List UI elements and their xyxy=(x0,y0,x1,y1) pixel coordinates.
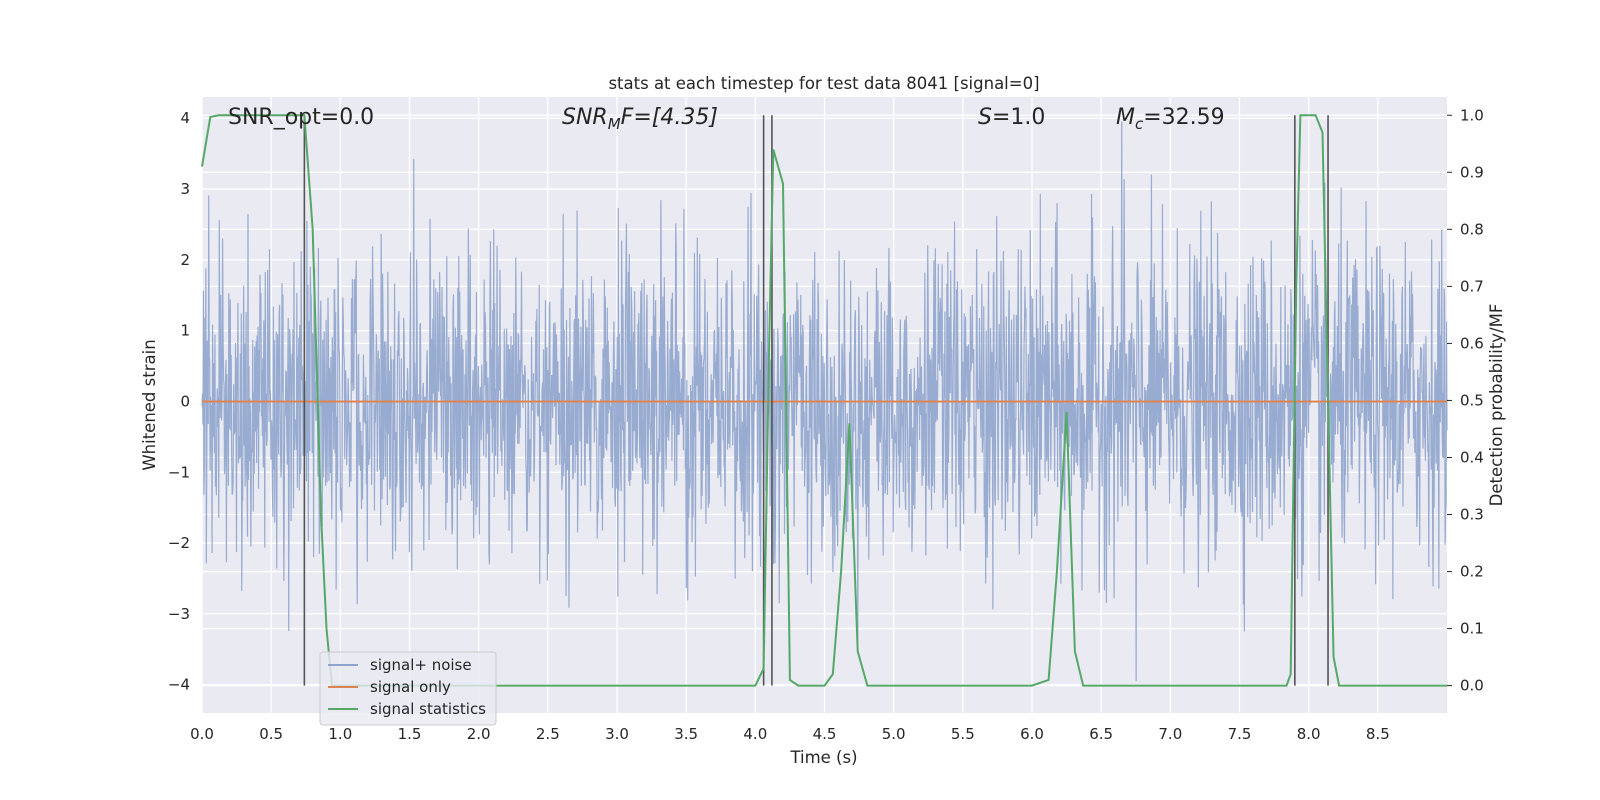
legend-label-signal-statistics: signal statistics xyxy=(370,700,486,718)
legend-label-signal-noise: signal+ noise xyxy=(370,656,472,674)
annotation-mc: Mc=32.59 xyxy=(1116,105,1225,133)
x-tick-label: 3.5 xyxy=(674,725,698,743)
y2-tick-label: 0.4 xyxy=(1460,448,1484,466)
y-axis-label: Whitened strain xyxy=(140,339,159,470)
signal-noise-line xyxy=(201,121,1448,682)
x-ticks: 0.0 0.5 1.0 1.5 2.0 2.5 3.0 3.5 4.0 4.5 5.0 5.5 6.0 6… xyxy=(190,725,1390,743)
y2-tick-label: 0.2 xyxy=(1460,563,1484,581)
x-tick-label: 7.5 xyxy=(1228,725,1252,743)
x-tick-label: 0.5 xyxy=(259,725,283,743)
series-signal-statistics xyxy=(201,114,1447,687)
legend: signal+ noise signal only signal statist… xyxy=(319,651,497,726)
y2-tick-label: 0.9 xyxy=(1460,163,1484,181)
y-tick-label: 4 xyxy=(180,109,190,127)
x-tick-label: 1.5 xyxy=(398,725,422,743)
y2-tick-label: 0.0 xyxy=(1460,677,1484,695)
annotation-mc-symbol: M xyxy=(1116,105,1135,130)
y2-tick-label: 0.8 xyxy=(1460,220,1484,238)
x-tick-label: 8.5 xyxy=(1366,725,1390,743)
annotation-s-symbol: S xyxy=(978,105,992,130)
y2-tick-label: 0.7 xyxy=(1460,277,1484,295)
x-tick-label: 8.0 xyxy=(1297,725,1321,743)
signal-statistics-line xyxy=(201,114,1447,687)
chart-title: stats at each timestep for test data 804… xyxy=(608,74,1039,93)
x-tick-label: 2.0 xyxy=(467,725,491,743)
x-axis-label: Time (s) xyxy=(789,748,857,767)
y2-tick-label: 0.3 xyxy=(1460,506,1484,524)
x-tick-label: 3.0 xyxy=(605,725,629,743)
x-tick-label: 5.5 xyxy=(951,725,975,743)
legend-box xyxy=(319,651,497,726)
x-tick-label: 0.0 xyxy=(190,725,214,743)
y-tick-label: 1 xyxy=(180,322,190,340)
y2-ticks: 0.0 0.1 0.2 0.3 0.4 0.5 0.6 0.7 0.8 0.9 1.0 xyxy=(1447,106,1484,695)
y2-tick-label: 0.5 xyxy=(1460,391,1484,409)
annotation-snr-mf-subscript: M xyxy=(608,115,621,133)
x-tick-label: 6.5 xyxy=(1089,725,1113,743)
x-tick-label: 1.0 xyxy=(328,725,352,743)
y-tick-label: 2 xyxy=(180,251,190,269)
annotation-snr-mf: SNRMF=[4.35] xyxy=(562,105,718,133)
annotation-s-value: =1.0 xyxy=(992,105,1045,130)
y2-tick-label: 0.6 xyxy=(1460,334,1484,352)
x-tick-label: 6.0 xyxy=(1020,725,1044,743)
annotation-snr-mf-value: F=[4.35] xyxy=(621,105,718,130)
annotation-mc-subscript: c xyxy=(1135,115,1144,133)
x-tick-label: 4.5 xyxy=(813,725,837,743)
y2-tick-label: 1.0 xyxy=(1460,106,1484,124)
annotation-snr-mf-symbol: SNR xyxy=(562,105,608,130)
x-tick-label: 7.0 xyxy=(1158,725,1182,743)
series-signal-noise xyxy=(201,121,1448,682)
annotation-mc-value: =32.59 xyxy=(1143,105,1224,130)
annotation-snr-opt: SNR_opt=0.0 xyxy=(228,105,374,130)
y-ticks: −4 −3 −2 −1 0 1 2 3 4 xyxy=(168,109,190,693)
y2-axis-label: Detection probability/MF xyxy=(1487,304,1506,507)
legend-label-signal-only: signal only xyxy=(370,678,451,696)
y-tick-label: −1 xyxy=(168,463,190,481)
y2-tick-label: 0.1 xyxy=(1460,620,1484,638)
y-tick-label: −4 xyxy=(168,676,190,694)
y-tick-label: −3 xyxy=(168,605,190,623)
y-tick-label: −2 xyxy=(168,534,190,552)
x-tick-label: 5.0 xyxy=(882,725,906,743)
y-tick-label: 3 xyxy=(180,180,190,198)
x-tick-label: 4.0 xyxy=(743,725,767,743)
y-tick-label: 0 xyxy=(180,392,190,410)
annotation-s: S=1.0 xyxy=(978,105,1045,130)
x-tick-label: 2.5 xyxy=(536,725,560,743)
